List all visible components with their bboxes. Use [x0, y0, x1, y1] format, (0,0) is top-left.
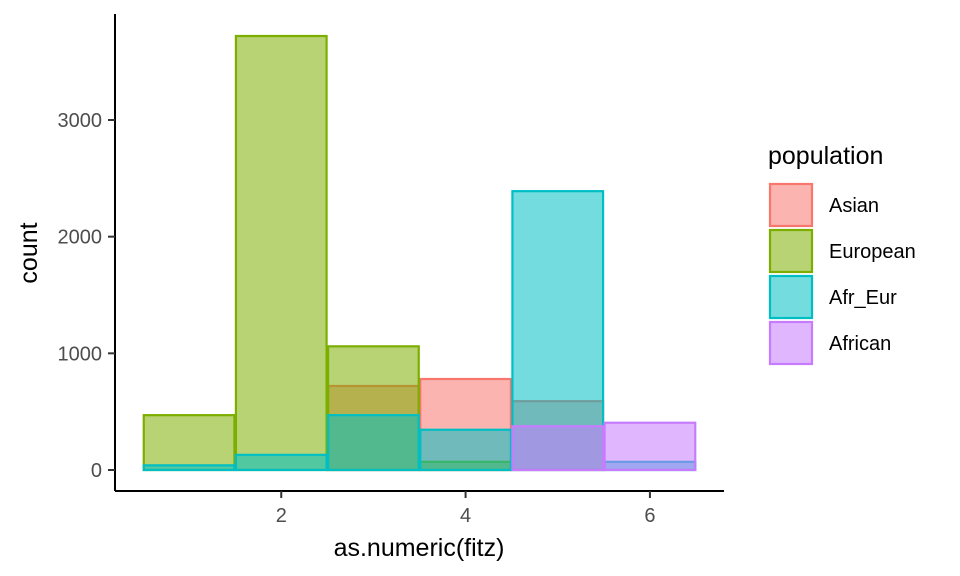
x-axis-title: as.numeric(fitz)	[334, 534, 505, 562]
legend-title: population	[768, 142, 883, 170]
legend-key-european	[768, 228, 814, 274]
legend-label-afr-eur: Afr_Eur	[829, 287, 897, 309]
bar-afr-eur-5	[511, 190, 605, 472]
bar-european-2	[234, 34, 328, 472]
legend-key-asian	[768, 182, 814, 228]
bar-afr-eur-4	[419, 428, 513, 472]
y-axis-ticks: 0 1000 2000 3000	[58, 110, 115, 482]
legend-key-afr-eur	[768, 274, 814, 320]
bar-african-6	[603, 421, 697, 472]
legend-label-african: African	[829, 333, 891, 355]
y-axis-title: count	[15, 222, 43, 283]
bars-layer	[142, 34, 697, 472]
legend-label-european: European	[829, 241, 916, 263]
y-tick-label: 1000	[58, 343, 103, 365]
x-tick-label: 4	[460, 505, 471, 527]
legend-label-asian: Asian	[829, 195, 879, 217]
y-tick-label: 2000	[58, 227, 103, 249]
legend-key-african	[768, 320, 814, 366]
bar-european-1	[142, 414, 236, 472]
bar-afr-eur-3	[326, 414, 420, 472]
x-axis-ticks: 2 4 6	[276, 491, 655, 527]
bar-afr-eur-1	[142, 464, 236, 472]
bar-afr-eur-2	[234, 453, 328, 472]
bar-african-5	[511, 425, 605, 472]
y-tick-label: 0	[91, 460, 102, 482]
legend: population Asian European Afr_Eur African	[768, 142, 916, 366]
x-tick-label: 2	[276, 505, 287, 527]
y-tick-label: 3000	[58, 110, 103, 132]
x-tick-label: 6	[644, 505, 655, 527]
